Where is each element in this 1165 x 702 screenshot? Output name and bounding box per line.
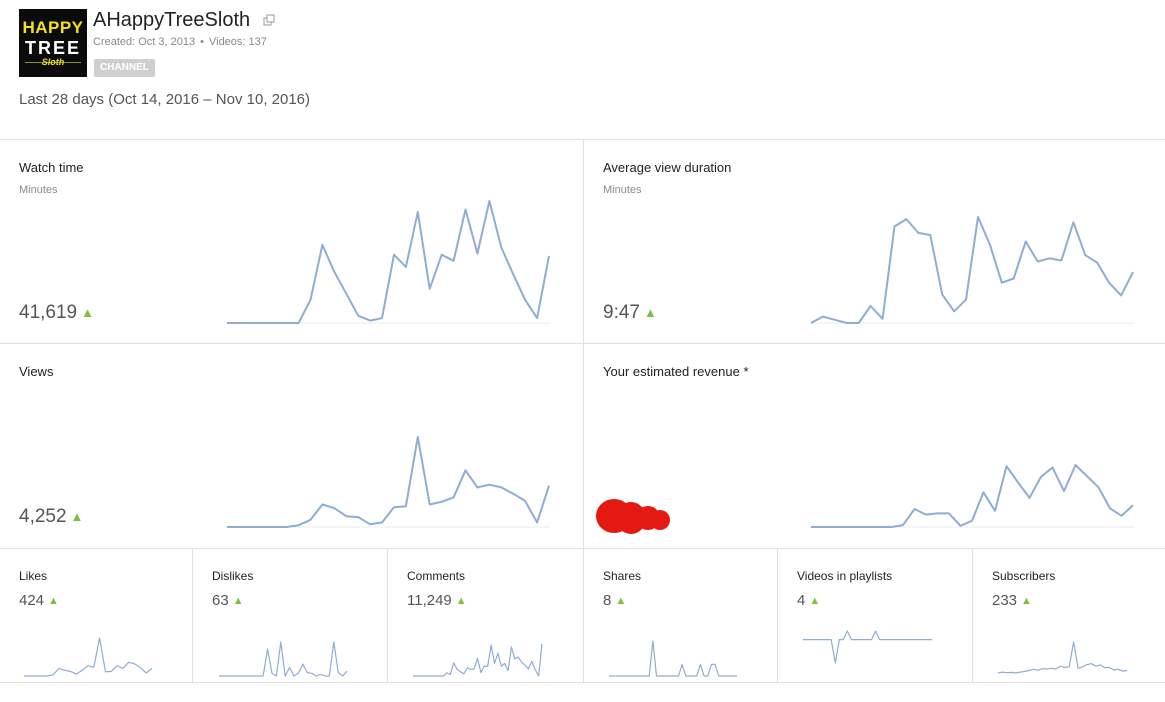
shares-card[interactable]: Shares 8 ▲: [584, 549, 777, 682]
card-title: Subscribers: [992, 569, 1056, 583]
value-text: 63: [212, 592, 229, 609]
value-text: 8: [603, 592, 612, 609]
card-value: 233 ▲: [992, 592, 1032, 609]
divider: [0, 139, 1165, 140]
divider: [0, 682, 1165, 683]
divider: [387, 549, 388, 682]
card-value: 8 ▲: [603, 592, 626, 609]
card-title: Shares: [603, 569, 642, 583]
value-text: 9:47: [603, 302, 640, 323]
card-value: 41,619 ▲: [19, 302, 94, 324]
redaction-blob: [650, 510, 670, 530]
triangle-up-icon: ▲: [809, 595, 821, 607]
triangle-up-icon: ▲: [81, 305, 94, 320]
series-line-watch_time: [227, 200, 550, 324]
subscribers-sparkline: [997, 641, 1128, 674]
series-line-shares: [609, 640, 737, 677]
triangle-up-icon: ▲: [643, 305, 657, 320]
views-chart: [226, 436, 550, 528]
value-text: 11,249: [407, 592, 452, 609]
divider: [0, 548, 1165, 549]
card-value: 4,252 ▲: [19, 506, 83, 528]
card-title: Videos in playlists: [797, 569, 893, 583]
divider: [777, 549, 778, 682]
card-value: 4 ▲: [797, 592, 820, 609]
logo-text-top: HAPPY: [22, 18, 84, 37]
likes-sparkline: [24, 637, 153, 677]
revenue-card[interactable]: Your estimated revenue *: [584, 344, 1165, 548]
series-line-avg_view_duration: [810, 216, 1134, 324]
card-title: Average view duration: [603, 160, 732, 175]
series-line-comments: [413, 643, 543, 677]
card-value: 63 ▲: [212, 592, 244, 609]
card-title: Your estimated revenue *: [603, 364, 749, 379]
comments-sparkline: [413, 643, 543, 677]
value-text: 4,252: [19, 506, 67, 527]
videos-in-playlists-sparkline: [803, 630, 932, 664]
triangle-up-icon: ▲: [48, 595, 59, 607]
triangle-up-icon: ▲: [232, 595, 244, 607]
channel-name[interactable]: AHappyTreeSloth: [93, 9, 251, 31]
card-value: 9:47 ▲: [603, 302, 657, 324]
triangle-up-icon: ▲: [1021, 595, 1032, 607]
series-line-subscribers: [997, 641, 1128, 674]
avg-view-duration-chart: [810, 216, 1134, 324]
card-title: Comments: [407, 569, 466, 583]
series-line-revenue: [811, 464, 1134, 528]
watch-time-card[interactable]: Watch time Minutes 41,619 ▲: [0, 140, 583, 343]
card-value: 11,249 ▲: [407, 592, 467, 609]
series-line-views: [227, 436, 550, 528]
avg-view-duration-card[interactable]: Average view duration Minutes 9:47 ▲: [584, 140, 1165, 343]
comments-card[interactable]: Comments 11,249 ▲: [388, 549, 777, 682]
logo-text-bottom: Sloth: [41, 57, 65, 67]
card-value: 424 ▲: [19, 592, 59, 609]
card-title: Watch time: [19, 160, 84, 175]
divider: [583, 140, 584, 682]
series-line-dislikes: [219, 641, 348, 677]
channel-logo[interactable]: HAPPY TREE Sloth: [19, 9, 87, 77]
external-link-icon[interactable]: [263, 14, 275, 26]
series-line-likes: [24, 637, 153, 677]
views-card[interactable]: Views 4,252 ▲: [0, 344, 583, 548]
value-text: 41,619: [19, 302, 78, 323]
divider: [972, 549, 973, 682]
videos-in-playlists-card[interactable]: Videos in playlists 4 ▲: [778, 549, 972, 682]
likes-card[interactable]: Likes 424 ▲: [0, 549, 192, 682]
value-text: 4: [797, 592, 806, 609]
card-unit: Minutes: [603, 184, 642, 196]
triangle-up-icon: ▲: [455, 595, 467, 607]
channel-header: HAPPY TREE Sloth AHappyTreeSloth Created…: [0, 0, 1165, 140]
subscribers-card[interactable]: Subscribers 233 ▲: [973, 549, 1165, 682]
logo-underline: [25, 62, 81, 63]
card-unit: Minutes: [19, 184, 58, 196]
value-text: 424: [19, 592, 45, 609]
revenue-chart: [810, 464, 1134, 528]
video-count: Videos: 137: [208, 36, 267, 48]
value-text: 233: [992, 592, 1018, 609]
divider: [0, 343, 1165, 344]
date-range: Last 28 days (Oct 14, 2016 – Nov 10, 201…: [19, 91, 311, 108]
channel-badge[interactable]: CHANNEL: [94, 59, 155, 77]
created-date: Created: Oct 3, 2013: [93, 36, 196, 48]
watch-time-chart: [226, 200, 550, 324]
triangle-up-icon: ▲: [615, 595, 627, 607]
series-line-videos_in_playlists: [803, 630, 932, 664]
separator-dot: •: [200, 36, 204, 48]
divider: [192, 549, 193, 682]
card-title: Dislikes: [212, 569, 254, 583]
dislikes-sparkline: [219, 641, 348, 677]
channel-meta: Created: Oct 3, 2013 • Videos: 137: [93, 36, 267, 48]
logo-text-middle: TREE: [24, 38, 81, 58]
shares-sparkline: [609, 640, 737, 677]
dislikes-card[interactable]: Dislikes 63 ▲: [193, 549, 387, 682]
triangle-up-icon: ▲: [70, 509, 84, 524]
card-title: Views: [19, 364, 54, 379]
card-title: Likes: [19, 569, 48, 583]
